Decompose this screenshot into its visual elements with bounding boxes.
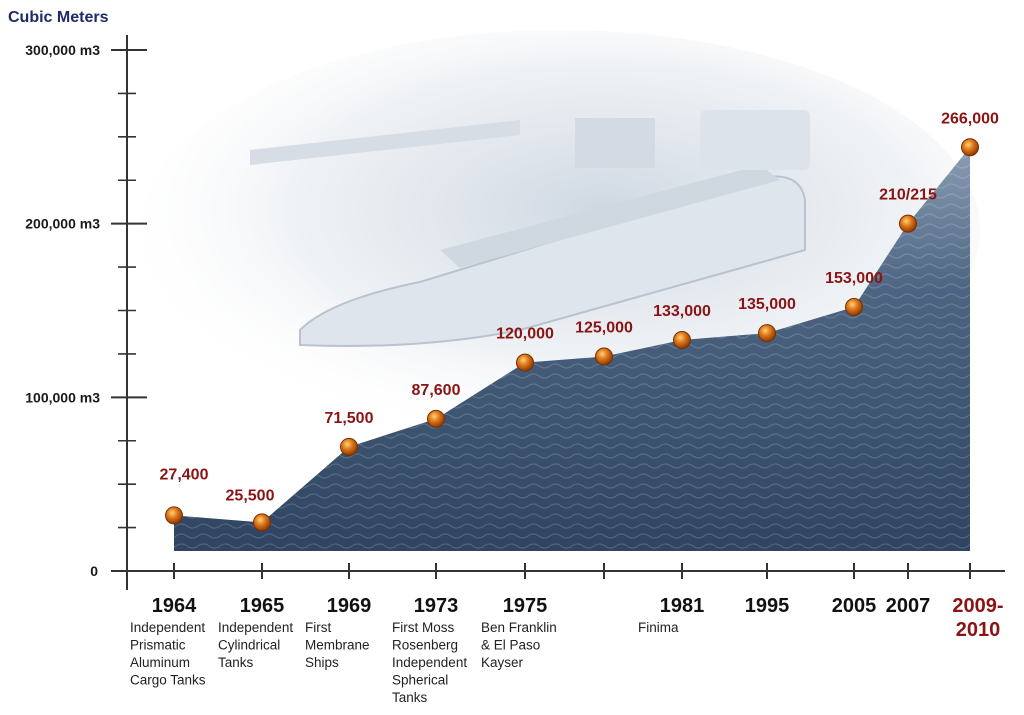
year-label: 1969 <box>327 595 372 617</box>
value-label: 27,400 <box>160 466 209 483</box>
y-tick-label: 100,000 m3 <box>25 389 100 405</box>
sea-area <box>174 147 970 551</box>
milestone-description: Independent <box>130 620 205 635</box>
year-label: 2007 <box>886 595 931 617</box>
milestone-description: Membrane <box>305 638 370 653</box>
milestone-description: Cargo Tanks <box>130 673 206 688</box>
data-point-marker <box>899 214 917 233</box>
milestone-description: Ships <box>305 655 339 670</box>
year-label: 1975 <box>503 595 548 617</box>
milestone-description: Ben Franklin <box>481 620 557 635</box>
y-axis-title: Cubic Meters <box>8 9 109 26</box>
data-point-marker <box>253 513 271 532</box>
milestone-description: Kayser <box>481 655 524 670</box>
milestone-description: Independent <box>392 655 467 670</box>
value-label: 120,000 <box>496 326 554 343</box>
milestone-description: Independent <box>218 620 293 635</box>
value-label: 25,500 <box>226 487 275 504</box>
data-marks: 27,400 1964 Independent Prismatic Aluminum Ca… <box>130 110 1004 705</box>
value-label: 125,000 <box>575 320 633 337</box>
milestone-description: Cylindrical <box>218 638 280 653</box>
data-point-marker <box>758 324 776 343</box>
y-tick-label: 200,000 m3 <box>25 216 100 232</box>
axes: 0 100,000 m3 200,000 m3 300,000 m3 <box>25 35 1005 590</box>
milestone-description: Tanks <box>218 655 254 670</box>
milestone-description: Rosenberg <box>392 638 458 653</box>
milestone-description: Tanks <box>392 690 428 705</box>
value-label: 153,000 <box>825 270 883 287</box>
value-label: 87,600 <box>412 382 461 399</box>
milestone-description: First <box>305 620 331 635</box>
year-label: 2005 <box>832 595 877 617</box>
y-tick-label: 300,000 m3 <box>25 42 100 58</box>
data-point-marker <box>340 437 358 456</box>
year-label: 1964 <box>152 595 197 617</box>
year-label: 1973 <box>414 595 459 617</box>
data-point-marker <box>961 138 979 157</box>
value-label: 133,000 <box>653 303 711 320</box>
milestone-description: Aluminum <box>130 655 190 670</box>
data-point-marker <box>595 347 613 366</box>
milestone-description: First Moss <box>392 620 454 635</box>
year-label: 2009- <box>952 595 1003 617</box>
year-label: 2010 <box>956 619 1001 641</box>
data-point-marker <box>427 409 445 428</box>
milestone-description: Finima <box>638 620 679 635</box>
y-tick-label: 0 <box>90 563 98 579</box>
data-point-marker <box>516 353 534 372</box>
value-label: 266,000 <box>941 110 999 127</box>
year-label: 1995 <box>745 595 790 617</box>
value-label: 71,500 <box>325 410 374 427</box>
ship-background-image <box>140 30 980 430</box>
data-point-marker <box>845 298 863 317</box>
milestone-description: Spherical <box>392 673 448 688</box>
value-label: 135,000 <box>738 296 796 313</box>
milestone-description: Prismatic <box>130 638 186 653</box>
milestone-description: & El Paso <box>481 638 540 653</box>
value-label: 210/215 <box>879 187 937 204</box>
data-point-marker <box>165 506 183 525</box>
year-label: 1981 <box>660 595 705 617</box>
year-label: 1965 <box>240 595 285 617</box>
data-point-marker <box>673 331 691 350</box>
